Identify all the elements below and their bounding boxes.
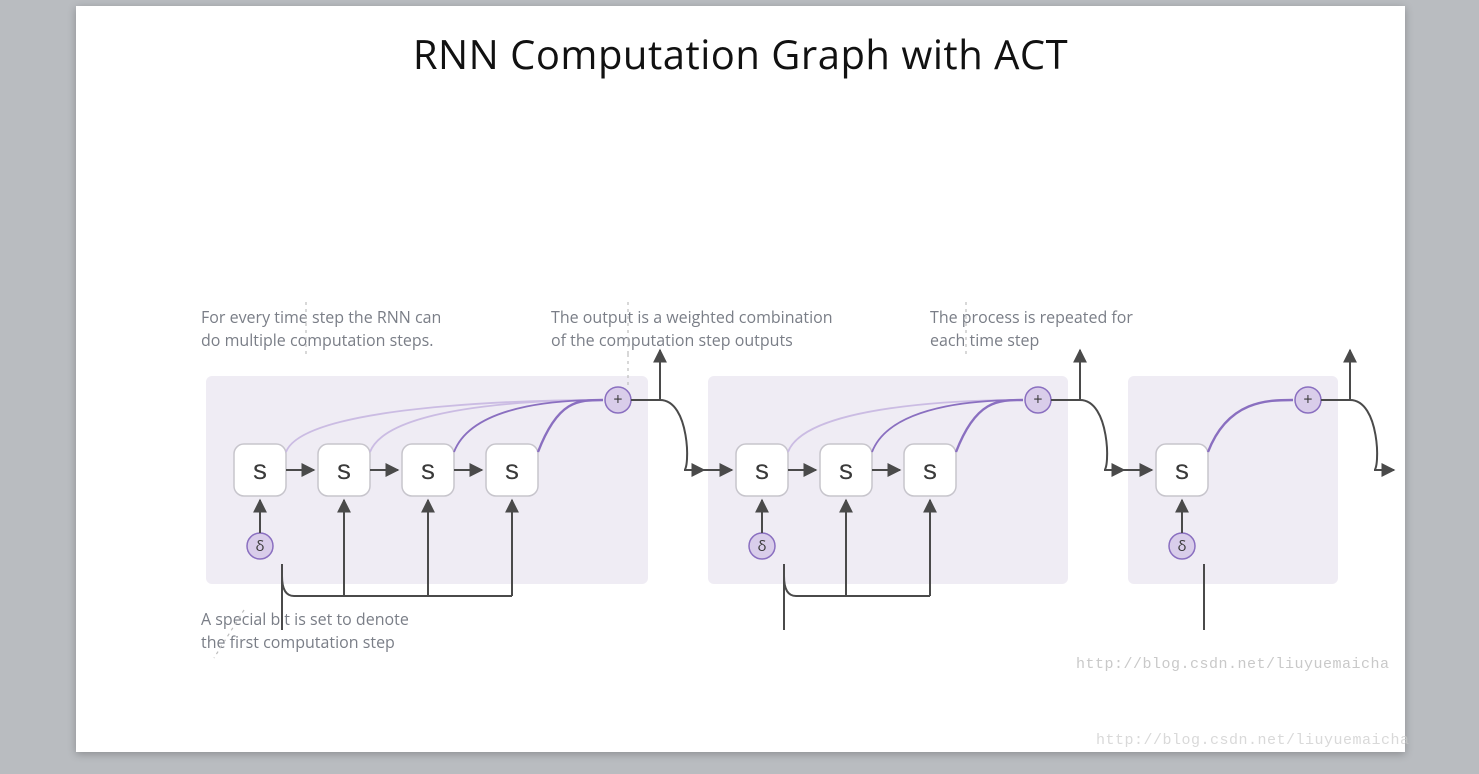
state-label: s xyxy=(253,454,267,485)
plus-label: + xyxy=(613,388,622,410)
delta-label: δ xyxy=(1177,536,1186,556)
plus-label: + xyxy=(1033,388,1042,410)
state-label: s xyxy=(421,454,435,485)
state-label: s xyxy=(505,454,519,485)
delta-label: δ xyxy=(255,536,264,556)
watermark-text: http://blog.csdn.net/liuyuemaicha xyxy=(1096,732,1410,749)
output-forward-curve xyxy=(1350,400,1377,470)
output-forward-curve xyxy=(1080,400,1107,470)
state-label: s xyxy=(755,454,769,485)
state-label: s xyxy=(839,454,853,485)
delta-label: δ xyxy=(757,536,766,556)
rnn-diagram: s s s s + δ s s s + δ s + δ xyxy=(196,296,1396,716)
state-label: s xyxy=(923,454,937,485)
slide: RNN Computation Graph with ACT For every… xyxy=(76,6,1405,752)
output-forward-curve xyxy=(660,400,687,470)
leader-line xyxy=(214,610,244,658)
state-label: s xyxy=(1175,454,1189,485)
state-label: s xyxy=(337,454,351,485)
slide-title: RNN Computation Graph with ACT xyxy=(76,26,1405,81)
plus-label: + xyxy=(1303,388,1312,410)
